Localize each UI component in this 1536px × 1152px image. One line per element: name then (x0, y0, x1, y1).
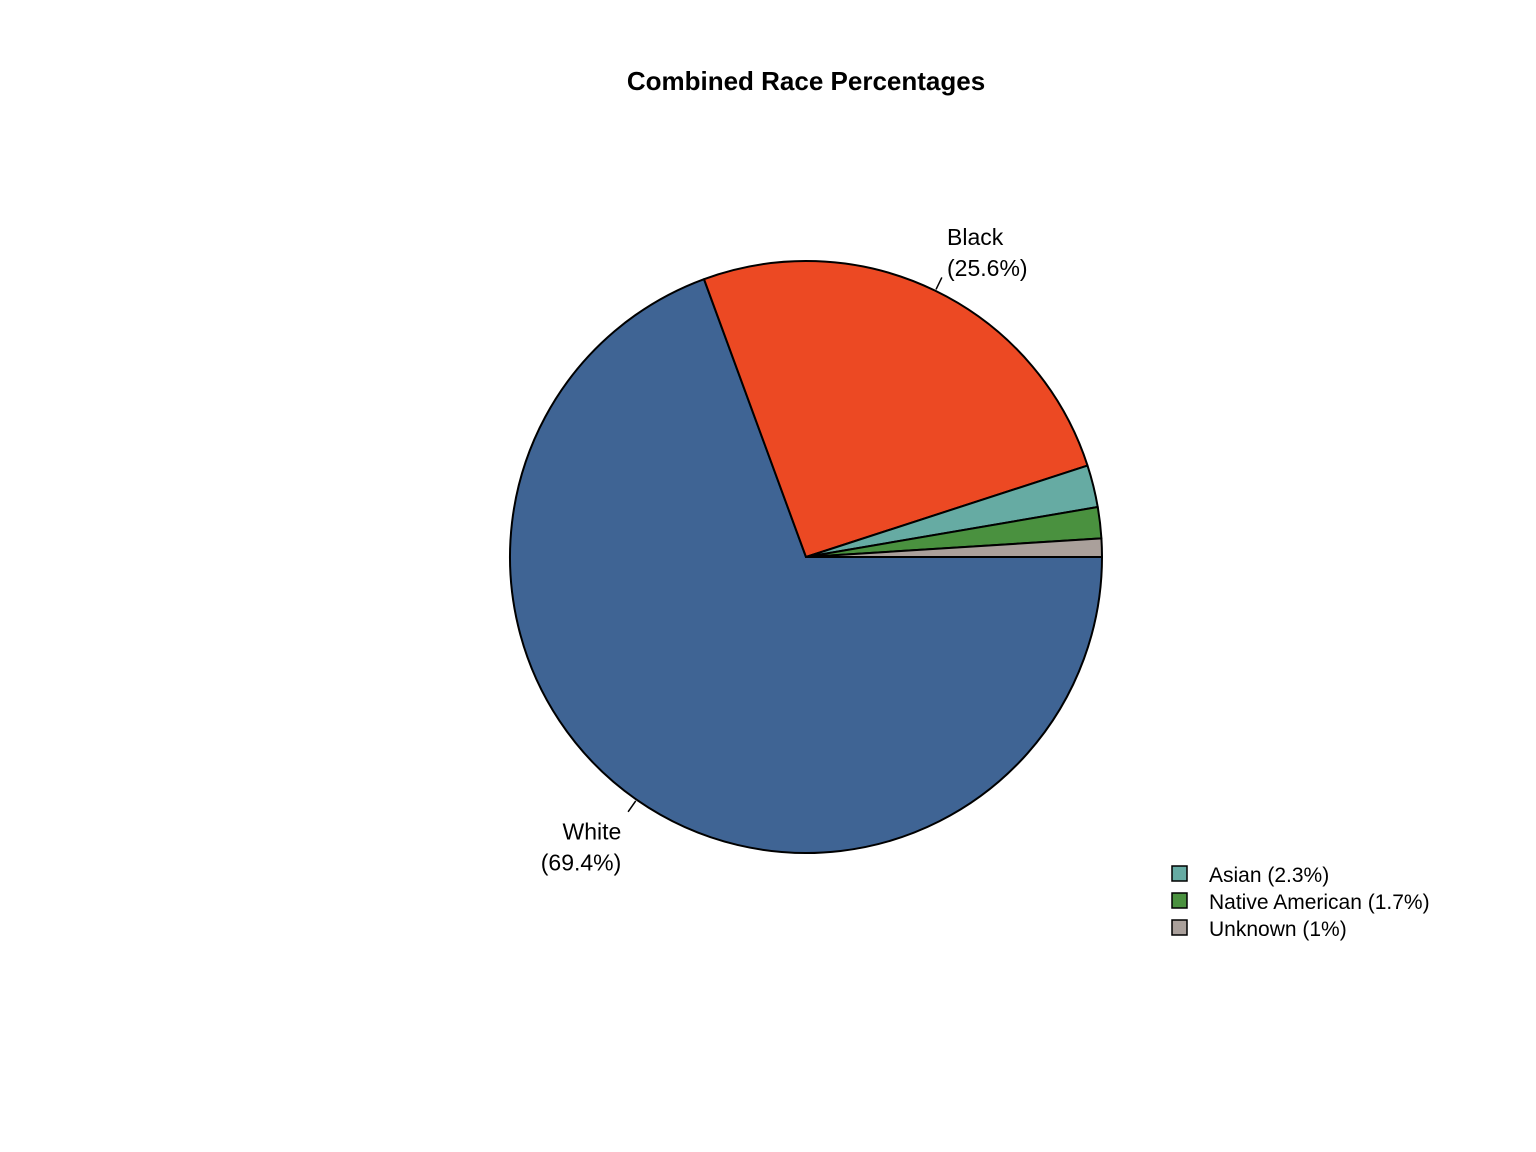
legend: Asian (2.3%) Native American (1.7%) Unknow… (1171, 864, 1430, 941)
legend-swatch-native-american (1171, 892, 1188, 909)
slice-percent-white: (69.4%) (541, 850, 622, 876)
label-tick-black (935, 277, 943, 290)
pie-slice-black (702, 260, 1089, 558)
legend-label-unknown: Unknown (1%) (1209, 918, 1347, 941)
slice-label-white: White (563, 819, 622, 845)
pie-slice-unknown (805, 537, 1104, 558)
slice-label-black: Black (947, 224, 1004, 250)
legend-swatch-asian (1171, 865, 1188, 882)
pie-slices (509, 260, 1104, 854)
slice-labels: White (69.4%) Black (25.6%) (541, 224, 1028, 876)
legend-label-asian: Asian (2.3%) (1209, 864, 1329, 887)
slice-percent-black: (25.6%) (947, 255, 1028, 281)
label-tick-white (627, 800, 637, 813)
pie-slice-white (509, 278, 1103, 854)
legend-label-native-american: Native American (1.7%) (1209, 891, 1430, 914)
legend-swatch-unknown (1171, 919, 1188, 936)
chart-title: Combined Race Percentages (627, 66, 985, 96)
